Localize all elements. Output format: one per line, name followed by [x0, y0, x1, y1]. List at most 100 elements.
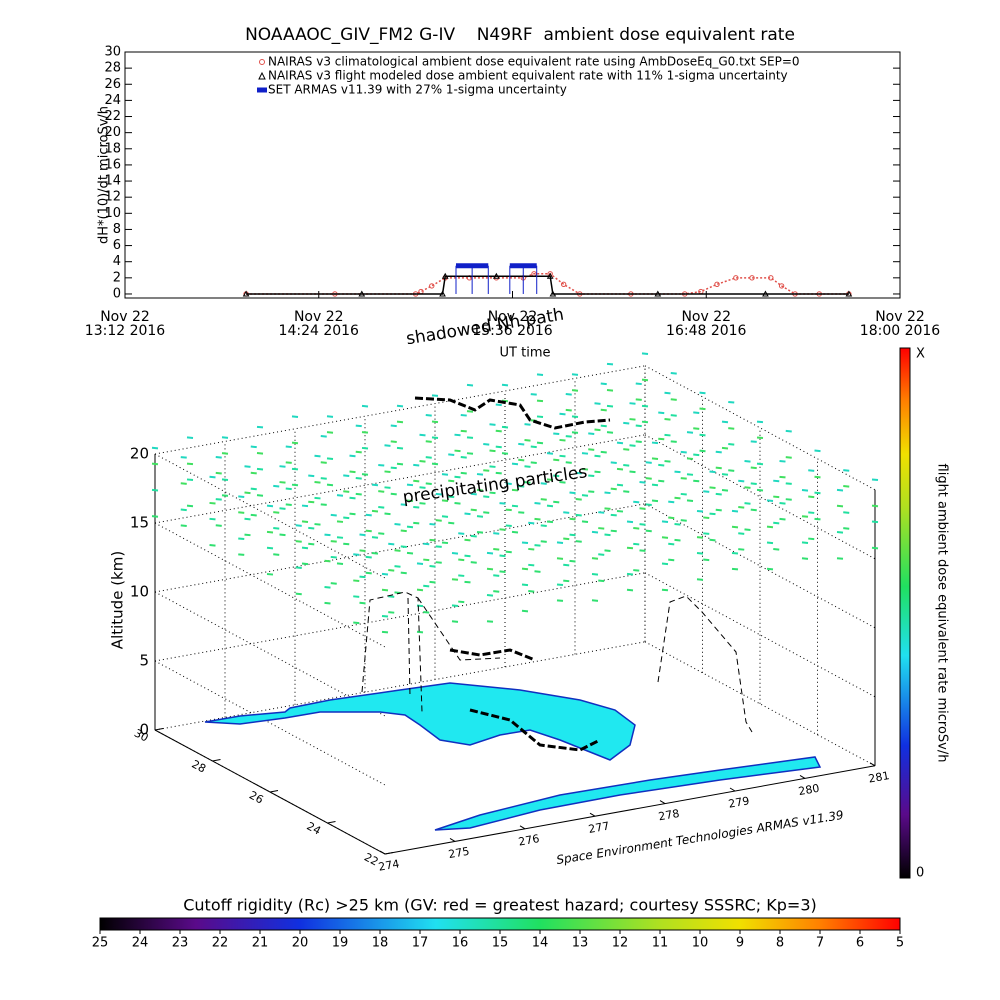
particle [801, 541, 809, 545]
particle [486, 551, 494, 555]
particle [419, 433, 426, 437]
particle [721, 446, 729, 450]
particle [598, 511, 605, 514]
particle [244, 465, 251, 468]
particle [460, 413, 467, 417]
particle [616, 441, 624, 445]
particle [483, 442, 490, 446]
particle [209, 517, 216, 521]
particle [645, 503, 652, 506]
particle [406, 551, 414, 555]
particle [221, 494, 229, 497]
y-tick-label: 24 [104, 93, 121, 108]
particle [324, 559, 331, 563]
particle [674, 523, 681, 526]
particle [709, 512, 716, 516]
axis-line [384, 765, 876, 855]
particle [209, 501, 216, 505]
lon-tick-label: 281 [867, 769, 890, 785]
particle [431, 420, 439, 424]
particle [371, 551, 379, 555]
particle [616, 509, 624, 513]
particle [738, 548, 745, 551]
particle [359, 601, 366, 605]
particle [744, 528, 751, 531]
particle [540, 524, 547, 527]
marker [768, 275, 774, 281]
particle [715, 466, 722, 470]
particle [511, 530, 519, 534]
lat-tick [154, 728, 164, 731]
particle [670, 372, 677, 375]
chart-title: NOAAAOC_GIV_FM2 G-IV N49RF ambient dose … [245, 25, 795, 45]
particle [728, 469, 735, 472]
particle [353, 595, 360, 598]
particle [326, 483, 334, 487]
particle [536, 399, 544, 403]
particle [493, 574, 500, 577]
particle [378, 506, 385, 509]
particle [556, 557, 564, 560]
particle [651, 457, 659, 461]
legend-marker [257, 87, 267, 93]
particle [285, 503, 292, 507]
colorbar-tick-label: 6 [856, 936, 864, 951]
particle [534, 570, 541, 573]
flight-segment [361, 591, 423, 713]
particle [186, 462, 194, 466]
particle [381, 572, 389, 576]
particle [616, 483, 624, 487]
particle [641, 378, 649, 382]
particle [779, 502, 786, 505]
particle [349, 496, 356, 500]
legend-marker [258, 71, 266, 80]
particle [431, 436, 439, 440]
y-tick-label: 12 [104, 190, 121, 205]
particle [250, 445, 257, 449]
particle [651, 483, 659, 487]
particle [696, 552, 704, 555]
particle [565, 392, 572, 396]
particle [606, 431, 614, 434]
particle [349, 470, 356, 474]
y-tick-label: 20 [104, 125, 121, 140]
particle [639, 507, 646, 510]
particle [423, 558, 430, 562]
particle [215, 455, 222, 459]
particle [320, 435, 327, 438]
particle [668, 500, 675, 504]
grid-line [644, 503, 876, 629]
particle [680, 519, 687, 522]
lon-tick-label: 280 [797, 782, 820, 798]
particle [448, 479, 455, 483]
z-axis-label: Altitude (km) [109, 551, 127, 649]
lat-tick [212, 759, 221, 762]
particle [836, 557, 844, 560]
particle [301, 546, 309, 550]
particle [361, 446, 369, 450]
grid-line [154, 503, 646, 593]
particle [721, 420, 729, 424]
particle [658, 463, 665, 467]
particle [773, 479, 780, 483]
y-tick-label: 30 [104, 45, 121, 60]
lon-tick [729, 787, 736, 792]
particle [606, 404, 614, 408]
particle [591, 573, 599, 576]
marker [733, 275, 739, 281]
particle [320, 503, 327, 506]
particle [664, 460, 671, 463]
particle [499, 554, 506, 558]
particle [536, 441, 544, 445]
particle [664, 417, 671, 421]
particle [715, 492, 722, 496]
particle [285, 487, 292, 491]
particle [431, 462, 439, 466]
particle [355, 450, 362, 454]
particle [279, 507, 286, 510]
particle [359, 575, 366, 579]
particle [435, 545, 442, 548]
particle [505, 550, 512, 554]
x-tick-label: 15:36 2016 [472, 323, 553, 339]
particle [308, 500, 315, 504]
